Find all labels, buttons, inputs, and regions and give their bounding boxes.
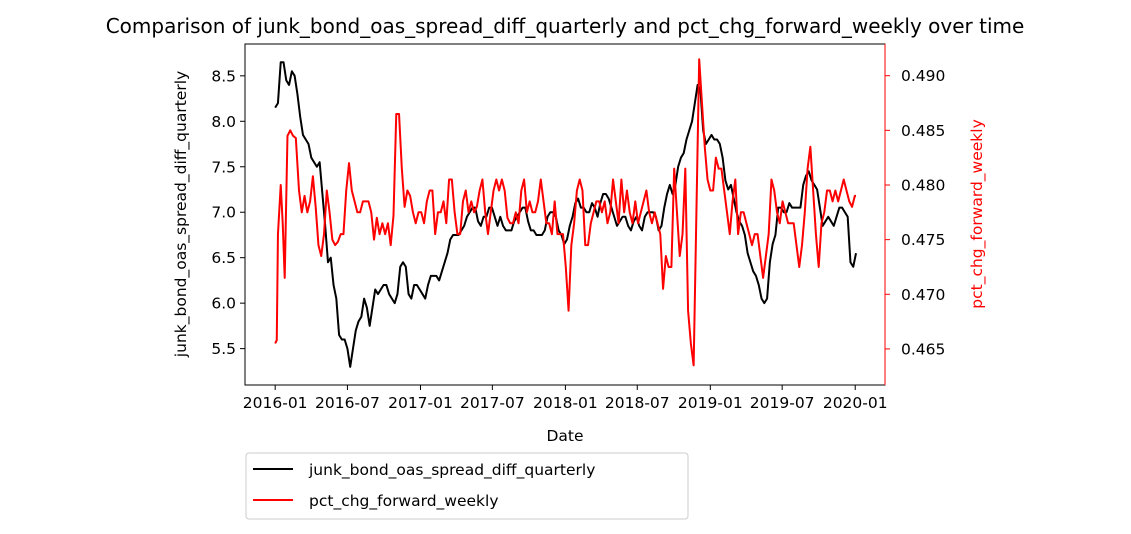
series-line-pct-chg-forward-weekly <box>274 58 857 367</box>
x-tick-label: 2018-01 <box>533 394 598 412</box>
legend-label-right: pct_chg_forward_weekly <box>309 492 499 511</box>
x-tick-label: 2020-01 <box>823 394 888 412</box>
y-axis-right: 0.465 0.470 0.475 0.480 0.485 0.490 <box>885 67 945 358</box>
series-layer <box>274 58 857 368</box>
y-axis-right-label: pct_chg_forward_weekly <box>968 119 987 309</box>
chart-title: Comparison of junk_bond_oas_spread_diff_… <box>106 14 1025 38</box>
y-axis-left-label: junk_bond_oas_spread_diff_quarterly <box>172 71 191 358</box>
y-right-tick-label: 0.490 <box>901 67 945 85</box>
y-left-tick-label: 5.5 <box>211 340 236 358</box>
x-axis-label: Date <box>546 427 583 445</box>
x-tick-label: 2019-07 <box>750 394 815 412</box>
series-line-junk-bond-oas-spread <box>274 61 857 368</box>
y-right-tick-label: 0.475 <box>901 231 945 249</box>
y-left-tick-label: 6.0 <box>211 295 236 313</box>
y-right-tick-label: 0.470 <box>901 286 945 304</box>
legend-label-left: junk_bond_oas_spread_diff_quarterly <box>308 461 595 480</box>
x-tick-label: 2019-01 <box>678 394 743 412</box>
y-right-tick-label: 0.485 <box>901 122 945 140</box>
y-right-tick-label: 0.480 <box>901 176 945 194</box>
x-tick-label: 2017-01 <box>388 394 453 412</box>
y-left-tick-label: 6.5 <box>211 249 236 267</box>
y-left-tick-label: 7.0 <box>211 204 236 222</box>
y-axis-left: 5.5 6.0 6.5 7.0 7.5 8.0 8.5 <box>211 67 245 358</box>
x-tick-label: 2016-07 <box>315 394 380 412</box>
x-tick-label: 2016-01 <box>243 394 308 412</box>
legend: junk_bond_oas_spread_diff_quarterly pct_… <box>245 452 689 520</box>
legend-frame <box>245 452 689 520</box>
plot-frame <box>244 43 886 386</box>
x-tick-label: 2017-07 <box>460 394 525 412</box>
y-left-tick-label: 8.5 <box>211 67 236 85</box>
x-axis: 2016-01 2016-07 2017-01 2017-07 2018-01 2018-… <box>243 385 888 412</box>
y-left-tick-label: 8.0 <box>211 113 236 131</box>
plot-area <box>244 43 886 386</box>
y-right-tick-label: 0.465 <box>901 340 945 358</box>
x-tick-label: 2018-07 <box>605 394 670 412</box>
y-left-tick-label: 7.5 <box>211 158 236 176</box>
